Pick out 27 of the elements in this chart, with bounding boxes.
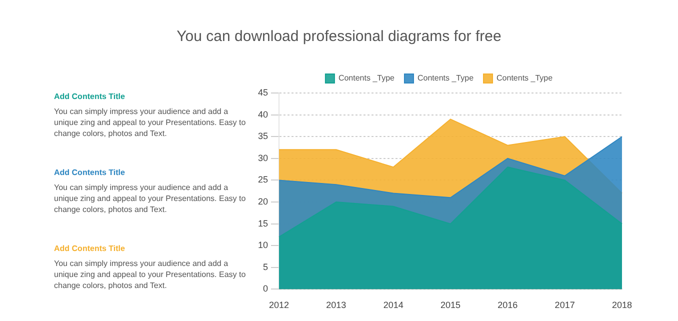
x-tick-label: 2016 (498, 300, 518, 310)
text: You can simply impress your audience and add a unique zing and appeal to your Presentations. Easy to change colors, photos and Text. (54, 106, 247, 139)
text: Add Contents Title (54, 92, 126, 101)
y-tick-label: 45 (258, 87, 268, 98)
legend-label: Contents _Type (496, 74, 554, 83)
x-tick-label: 2015 (440, 300, 461, 310)
x-tick-label: 2017 (554, 300, 575, 310)
legend-label: Contents _Type (417, 74, 474, 83)
text: Add Contents Title (54, 168, 126, 177)
y-tick-label: 15 (258, 218, 268, 228)
y-tick-label: 30 (258, 152, 268, 163)
text: You can simply impress your audience and add a unique zing and appeal to your Presentations. Easy to change colors, photos and Text. (54, 182, 247, 215)
chart-subtitle: You can download professional diagrams for free (176, 28, 502, 45)
y-tick-label: 5 (262, 262, 268, 272)
x-tick-label: 2014 (383, 300, 404, 310)
x-tick-label: 2012 (268, 300, 290, 310)
y-tick-label: 0 (262, 284, 268, 294)
y-tick-label: 25 (258, 174, 268, 185)
x-tick-label: 2018 (612, 300, 632, 310)
x-tick-label: 2013 (326, 300, 346, 310)
y-tick-label: 35 (258, 131, 268, 142)
y-tick-label: 10 (258, 240, 268, 250)
legend-label: Contents _Type (338, 74, 396, 83)
y-tick-label: 40 (258, 109, 268, 120)
text: You can simply impress your audience and add a unique zing and appeal to your Presentations. Easy to change colors, photos and Text. (54, 258, 247, 291)
y-tick-label: 20 (258, 196, 268, 206)
text: Add Contents Title (54, 244, 126, 253)
